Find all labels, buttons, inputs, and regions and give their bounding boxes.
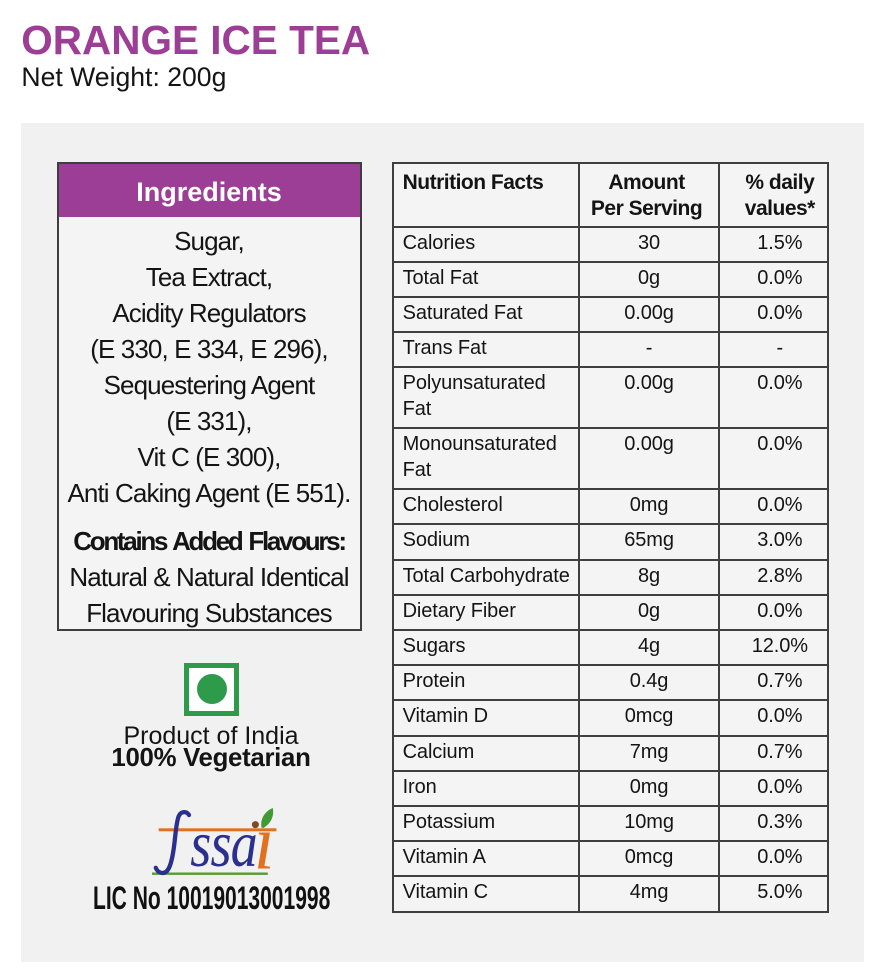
svg-text:ssa: ssa bbox=[190, 808, 257, 881]
